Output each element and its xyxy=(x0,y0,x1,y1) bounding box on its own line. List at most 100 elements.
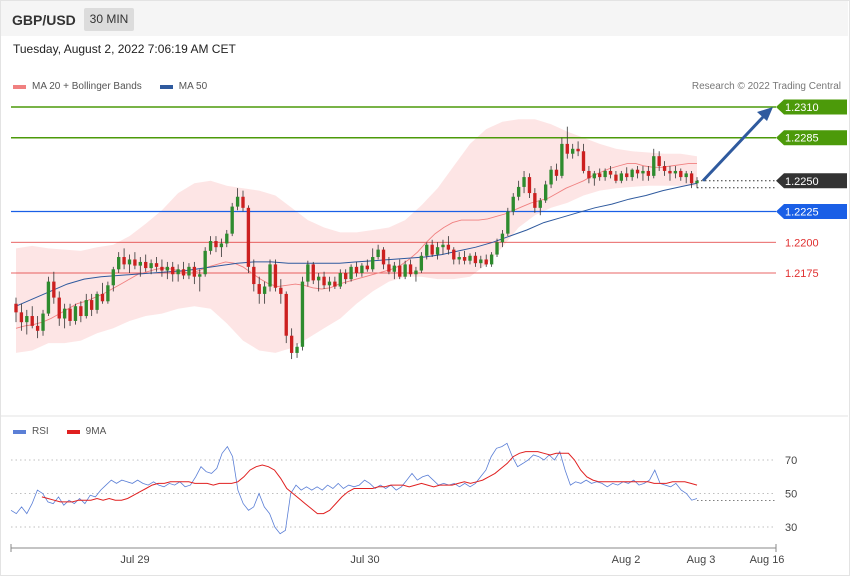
candle-body xyxy=(408,264,413,275)
candle-body xyxy=(144,261,148,269)
projection-arrow-head xyxy=(757,107,773,121)
level-label-resistance: 1.2285 xyxy=(785,133,819,145)
candle-body xyxy=(14,303,18,313)
candle-body xyxy=(79,306,83,317)
rsi-legend-label: RSI xyxy=(32,426,49,437)
candle-body xyxy=(95,293,99,310)
level-label-support: 1.2175 xyxy=(785,268,819,280)
level-tag-pivot xyxy=(776,204,847,220)
ma20-legend-label: MA 20 + Bollinger Bands xyxy=(32,81,142,92)
candle-body xyxy=(598,173,602,178)
candle-body xyxy=(560,143,564,176)
candle-body xyxy=(46,281,51,314)
ma20-legend-swatch xyxy=(13,84,26,89)
level-label-current: 1.2250 xyxy=(785,176,819,188)
rsi-tick-label: 50 xyxy=(785,489,797,501)
candle-body xyxy=(365,265,369,270)
candle-body xyxy=(354,266,359,273)
candle-body xyxy=(500,233,505,243)
candle-body xyxy=(425,244,429,256)
candle-body xyxy=(160,266,164,271)
candle-body xyxy=(89,300,94,310)
ma50-legend-label: MA 50 xyxy=(178,81,208,92)
candle-body xyxy=(349,266,353,280)
candle-body xyxy=(327,281,332,286)
candle-body xyxy=(219,243,224,248)
candle-body xyxy=(673,170,678,174)
candle-body xyxy=(344,273,348,280)
candle-body xyxy=(208,241,213,251)
candle-body xyxy=(554,169,559,176)
candle-body xyxy=(52,281,56,298)
copyright: Research © 2022 Trading Central xyxy=(691,81,841,92)
candle-body xyxy=(30,316,34,326)
candle-body xyxy=(625,173,629,178)
level-label-resistance: 1.2310 xyxy=(785,102,819,114)
candle-body xyxy=(252,266,256,285)
candle-body xyxy=(381,249,386,265)
candle-body xyxy=(311,264,315,281)
candle-body xyxy=(689,173,694,184)
x-tick-label: Jul 29 xyxy=(120,554,149,566)
candle-body xyxy=(403,264,407,277)
candle-body xyxy=(468,255,472,261)
candle-body xyxy=(225,233,229,244)
candle-body xyxy=(371,257,375,270)
candle-body xyxy=(527,177,532,194)
candle-body xyxy=(684,173,688,178)
rsi-tick-label: 30 xyxy=(785,522,797,534)
candle-body xyxy=(192,266,197,277)
candle-body xyxy=(127,259,132,265)
candle-body xyxy=(106,285,110,302)
candle-body xyxy=(138,261,142,266)
candle-body xyxy=(203,250,207,275)
candle-body xyxy=(316,276,321,281)
candle-body xyxy=(295,346,299,353)
chart-datetime: Tuesday, August 2, 2022 7:06:19 AM CET xyxy=(13,42,236,56)
candle-body xyxy=(457,257,461,260)
candle-body xyxy=(430,244,434,255)
candle-body xyxy=(19,312,24,323)
candle-body xyxy=(149,263,153,269)
bollinger-band xyxy=(16,119,697,353)
x-tick-label: Jul 30 xyxy=(350,554,379,566)
candle-body xyxy=(576,148,580,152)
candle-body xyxy=(419,255,424,271)
candle-body xyxy=(241,196,245,208)
candle-body xyxy=(506,211,510,234)
candle-body xyxy=(73,306,78,321)
candle-body xyxy=(565,143,569,154)
candle-body xyxy=(171,266,175,275)
candle-body xyxy=(452,249,456,260)
candle-body xyxy=(84,300,88,317)
candle-body xyxy=(306,264,310,282)
x-tick-label: Aug 16 xyxy=(750,554,785,566)
level-tag-resistance xyxy=(776,130,847,146)
timeframe-button[interactable]: 30 MIN xyxy=(84,8,134,31)
candle-body xyxy=(289,335,294,353)
candle-body xyxy=(338,273,342,287)
candle-body xyxy=(360,265,364,273)
candle-body xyxy=(641,170,645,174)
candle-body xyxy=(473,255,478,264)
candle-body xyxy=(35,325,40,331)
ma20-line xyxy=(15,163,697,329)
candle-body xyxy=(122,257,126,265)
candle-body xyxy=(543,184,548,201)
ma50-line xyxy=(15,182,698,307)
candle-body xyxy=(462,257,467,261)
rsi-tick-label: 70 xyxy=(785,455,797,467)
candle-body xyxy=(630,169,634,178)
candle-body xyxy=(603,170,607,178)
rsi-legend: RSI 9MA xyxy=(13,426,106,437)
candle-body xyxy=(646,170,651,176)
candle-body xyxy=(581,151,586,171)
level-tag-current xyxy=(776,173,847,189)
candle-body xyxy=(571,148,575,154)
candle-body xyxy=(273,264,278,288)
candle-body xyxy=(489,254,494,265)
candles xyxy=(14,126,699,360)
candle-body xyxy=(484,259,488,265)
candle-body xyxy=(652,156,656,176)
